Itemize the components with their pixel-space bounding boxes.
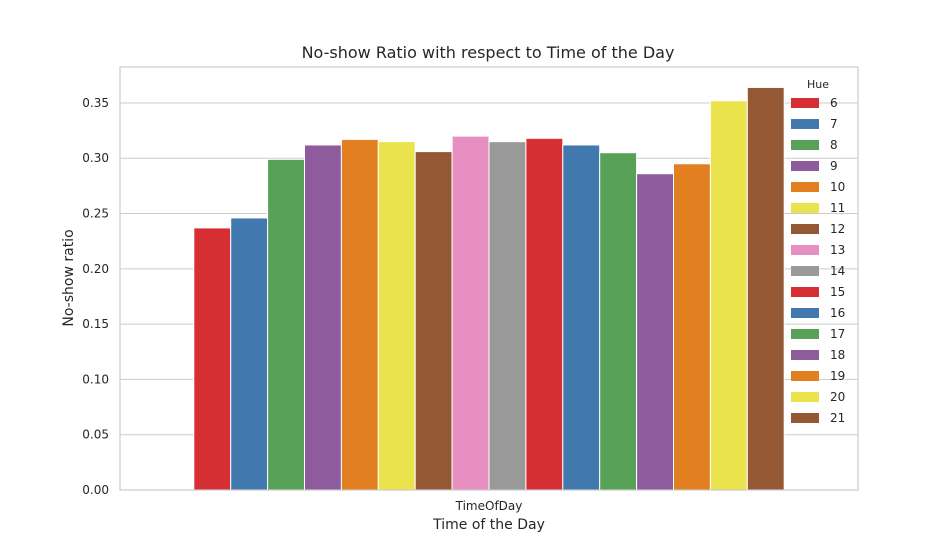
legend-label-18: 18 xyxy=(830,348,845,362)
legend-label-10: 10 xyxy=(830,180,845,194)
bar-hue-7 xyxy=(230,217,269,491)
y-tick-label: 0.10 xyxy=(82,372,109,386)
legend-swatch-11 xyxy=(791,203,819,213)
bar-hue-20 xyxy=(709,100,748,491)
legend-label-13: 13 xyxy=(830,243,845,257)
legend-label-6: 6 xyxy=(830,96,838,110)
legend-swatch-19 xyxy=(791,371,819,381)
y-tick-label: 0.15 xyxy=(82,317,109,331)
legend-title: Hue xyxy=(807,78,829,91)
bar-hue-18 xyxy=(636,173,674,491)
legend-swatch-7 xyxy=(791,119,819,129)
legend-swatch-15 xyxy=(791,287,819,297)
bar-hue-6 xyxy=(193,227,232,491)
legend-label-12: 12 xyxy=(830,222,845,236)
y-tick-label: 0.25 xyxy=(82,207,109,221)
x-tick-label: TimeOfDay xyxy=(455,499,523,513)
bar-hue-15 xyxy=(525,137,564,491)
chart-title: No-show Ratio with respect to Time of th… xyxy=(302,43,675,62)
bar-hue-13 xyxy=(451,135,490,491)
legend-swatch-16 xyxy=(791,308,819,318)
legend-swatch-18 xyxy=(791,350,819,360)
bar-hue-12 xyxy=(414,151,453,491)
legend-label-11: 11 xyxy=(830,201,845,215)
legend-label-21: 21 xyxy=(830,411,845,425)
x-axis-label: Time of the Day xyxy=(432,517,545,533)
legend-label-15: 15 xyxy=(830,285,845,299)
y-tick-labels: 0.00 0.05 0.10 0.15 0.20 0.25 0.30 0.35 xyxy=(82,96,109,497)
bar-hue-10 xyxy=(340,138,379,491)
legend-swatch-21 xyxy=(791,413,819,423)
legend-swatch-8 xyxy=(791,140,819,150)
legend-label-9: 9 xyxy=(830,159,838,173)
bar-hue-14 xyxy=(488,141,527,491)
y-tick-label: 0.05 xyxy=(82,428,109,442)
bar-hue-11 xyxy=(377,141,416,491)
bar-hue-19 xyxy=(673,163,711,491)
bars xyxy=(193,86,785,491)
legend-swatch-13 xyxy=(791,245,819,255)
legend-swatch-12 xyxy=(791,224,819,234)
bar-hue-16 xyxy=(562,144,601,491)
bar-hue-17 xyxy=(599,152,638,491)
y-tick-label: 0.30 xyxy=(82,151,109,165)
y-tick-label: 0.20 xyxy=(82,262,109,276)
legend-label-8: 8 xyxy=(830,138,838,152)
legend: Hue 6 7 8 9 10 11 12 13 14 15 16 17 18 19 20 21 xyxy=(791,78,845,425)
legend-label-16: 16 xyxy=(830,306,845,320)
plot-frame xyxy=(119,66,859,491)
legend-label-14: 14 xyxy=(830,264,845,278)
legend-swatch-20 xyxy=(791,392,819,402)
legend-swatch-6 xyxy=(791,98,819,108)
legend-swatch-17 xyxy=(791,329,819,339)
bar-hue-9 xyxy=(304,144,342,491)
bar-hue-8 xyxy=(267,158,306,491)
legend-swatch-10 xyxy=(791,182,819,192)
legend-label-19: 19 xyxy=(830,369,845,383)
legend-swatch-9 xyxy=(791,161,819,171)
legend-swatch-14 xyxy=(791,266,819,276)
legend-label-17: 17 xyxy=(830,327,845,341)
y-tick-label: 0.00 xyxy=(82,483,109,497)
legend-label-20: 20 xyxy=(830,390,845,404)
legend-label-7: 7 xyxy=(830,117,838,131)
y-axis-label: No-show ratio xyxy=(61,229,77,326)
y-tick-label: 0.35 xyxy=(82,96,109,110)
bar-hue-21 xyxy=(746,86,785,491)
